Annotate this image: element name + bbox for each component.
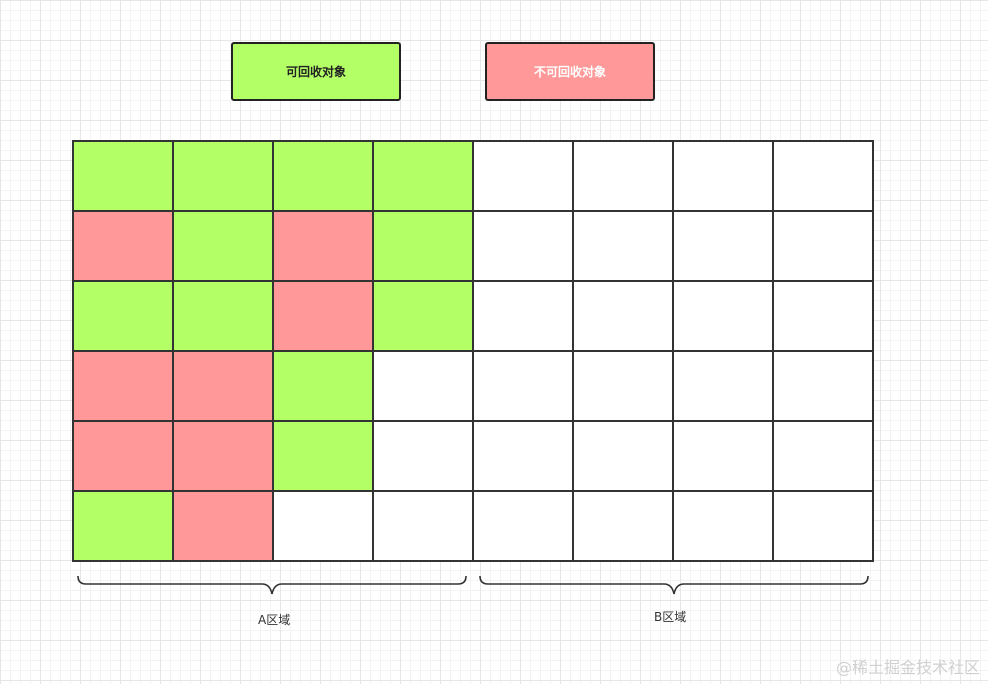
grid-cell-empty: [474, 352, 574, 422]
grid-cell-reclaimable: [374, 212, 474, 282]
grid-cell-empty: [574, 282, 674, 352]
region-a-brace: [77, 575, 467, 595]
grid-cell-reclaimable: [374, 282, 474, 352]
grid-cell-empty: [474, 142, 574, 212]
grid-cell-non-reclaimable: [174, 492, 274, 562]
grid-cell-empty: [574, 212, 674, 282]
grid-cell-empty: [274, 492, 374, 562]
grid-cell-empty: [674, 142, 774, 212]
grid-cell-reclaimable: [174, 212, 274, 282]
grid-cell-empty: [474, 212, 574, 282]
grid-cell-empty: [374, 352, 474, 422]
grid-cell-empty: [474, 422, 574, 492]
grid-cell-empty: [774, 142, 874, 212]
grid-cell-reclaimable: [274, 422, 374, 492]
region-b-label: B区域: [654, 610, 687, 624]
grid-cell-empty: [374, 422, 474, 492]
legend-non-reclaimable: 不可回收对象: [485, 42, 655, 101]
legend-non-reclaimable-label: 不可回收对象: [533, 65, 606, 79]
grid-cell-empty: [774, 282, 874, 352]
grid-cell-empty: [774, 352, 874, 422]
legend-reclaimable: 可回收对象: [231, 42, 401, 101]
grid-cell-non-reclaimable: [174, 352, 274, 422]
grid-cell-reclaimable: [74, 282, 174, 352]
grid-cell-reclaimable: [74, 492, 174, 562]
grid-cell-reclaimable: [174, 142, 274, 212]
region-a-label: A区域: [258, 613, 291, 627]
grid-cell-reclaimable: [74, 142, 174, 212]
watermark: @稀土掘金技术社区: [835, 658, 980, 677]
grid-cell-empty: [774, 492, 874, 562]
grid-cell-empty: [374, 492, 474, 562]
grid-cell-non-reclaimable: [74, 212, 174, 282]
grid-cell-empty: [674, 282, 774, 352]
grid-cell-empty: [774, 422, 874, 492]
grid-cell-empty: [674, 492, 774, 562]
legend-reclaimable-label: 可回收对象: [285, 65, 346, 79]
grid-cell-empty: [774, 212, 874, 282]
grid-cell-non-reclaimable: [74, 422, 174, 492]
grid-cell-empty: [674, 352, 774, 422]
grid-cell-reclaimable: [374, 142, 474, 212]
grid-cell-empty: [474, 492, 574, 562]
grid-cell-non-reclaimable: [274, 212, 374, 282]
grid-cell-non-reclaimable: [174, 422, 274, 492]
grid-cell-empty: [474, 282, 574, 352]
grid-cell-empty: [674, 422, 774, 492]
grid-cell-non-reclaimable: [274, 282, 374, 352]
grid-cell-empty: [674, 212, 774, 282]
grid-cell-reclaimable: [274, 142, 374, 212]
grid-cell-non-reclaimable: [74, 352, 174, 422]
grid-cell-empty: [574, 492, 674, 562]
region-b-brace: [479, 575, 869, 595]
grid-cell-empty: [574, 142, 674, 212]
grid-cell-empty: [574, 352, 674, 422]
memory-grid: [72, 140, 874, 562]
grid-cell-reclaimable: [174, 282, 274, 352]
grid-cell-reclaimable: [274, 352, 374, 422]
grid-cell-empty: [574, 422, 674, 492]
